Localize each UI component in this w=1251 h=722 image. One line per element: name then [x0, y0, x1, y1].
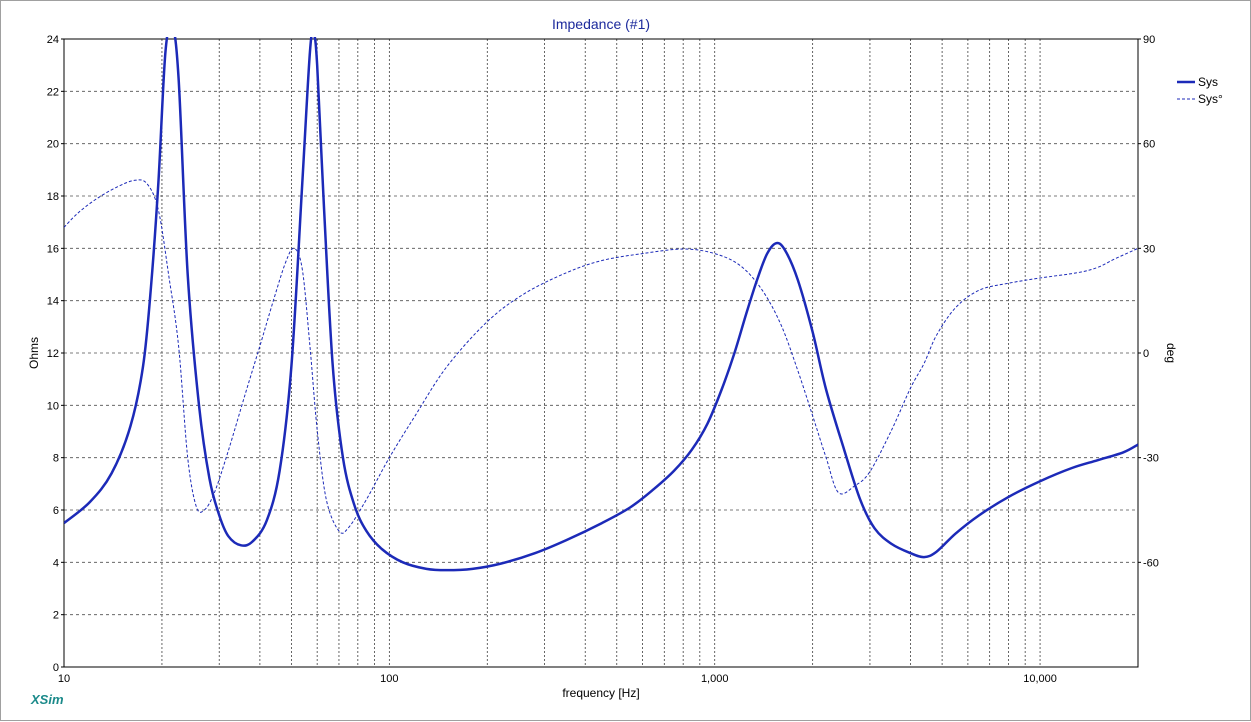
y-axis-label: Ohms — [27, 337, 41, 369]
y2-tick-label: 30 — [1143, 243, 1155, 255]
x-tick-label: 1,000 — [701, 673, 729, 685]
y2-tick-label: 60 — [1143, 139, 1155, 151]
chart-title: Impedance (#1) — [552, 16, 650, 32]
x-tick-label: 10,000 — [1023, 673, 1057, 685]
y-tick-label: 6 — [53, 505, 59, 517]
y-tick-label: 0 — [53, 662, 59, 674]
y-tick-label: 8 — [53, 453, 59, 465]
y2-tick-label: 0 — [1143, 348, 1149, 360]
series-lines — [64, 37, 1138, 572]
x-tick-label: 10 — [58, 673, 70, 685]
series-line-sys — [64, 37, 1138, 572]
y-tick-label: 16 — [47, 243, 59, 255]
y-tick-label: 2 — [53, 610, 59, 622]
grid — [64, 39, 1138, 667]
y-tick-label: 24 — [47, 34, 59, 46]
legend-label-sys-phase: Sys° — [1198, 92, 1223, 106]
y-tick-label: 18 — [47, 191, 59, 203]
y-tick-label: 22 — [47, 86, 59, 98]
x-axis-label: frequency [Hz] — [562, 686, 639, 700]
y2-axis-label: deg — [1164, 343, 1178, 363]
y-tick-label: 12 — [47, 348, 59, 360]
y2-tick-label: -60 — [1143, 557, 1159, 569]
plot-border — [63, 38, 1139, 668]
legend-label-sys: Sys — [1198, 75, 1218, 89]
y-tick-label: 10 — [47, 400, 59, 412]
y2-tick-label: -30 — [1143, 453, 1159, 465]
y-tick-label: 4 — [53, 557, 59, 569]
y-tick-label: 20 — [47, 139, 59, 151]
xsim-logo: XSim — [30, 692, 64, 707]
legend: Sys Sys° — [1177, 75, 1223, 106]
series-line-sys-phase — [64, 179, 1138, 534]
y-tick-label: 14 — [47, 296, 59, 308]
x-tick-label: 100 — [380, 673, 398, 685]
y2-tick-label: 90 — [1143, 34, 1155, 46]
